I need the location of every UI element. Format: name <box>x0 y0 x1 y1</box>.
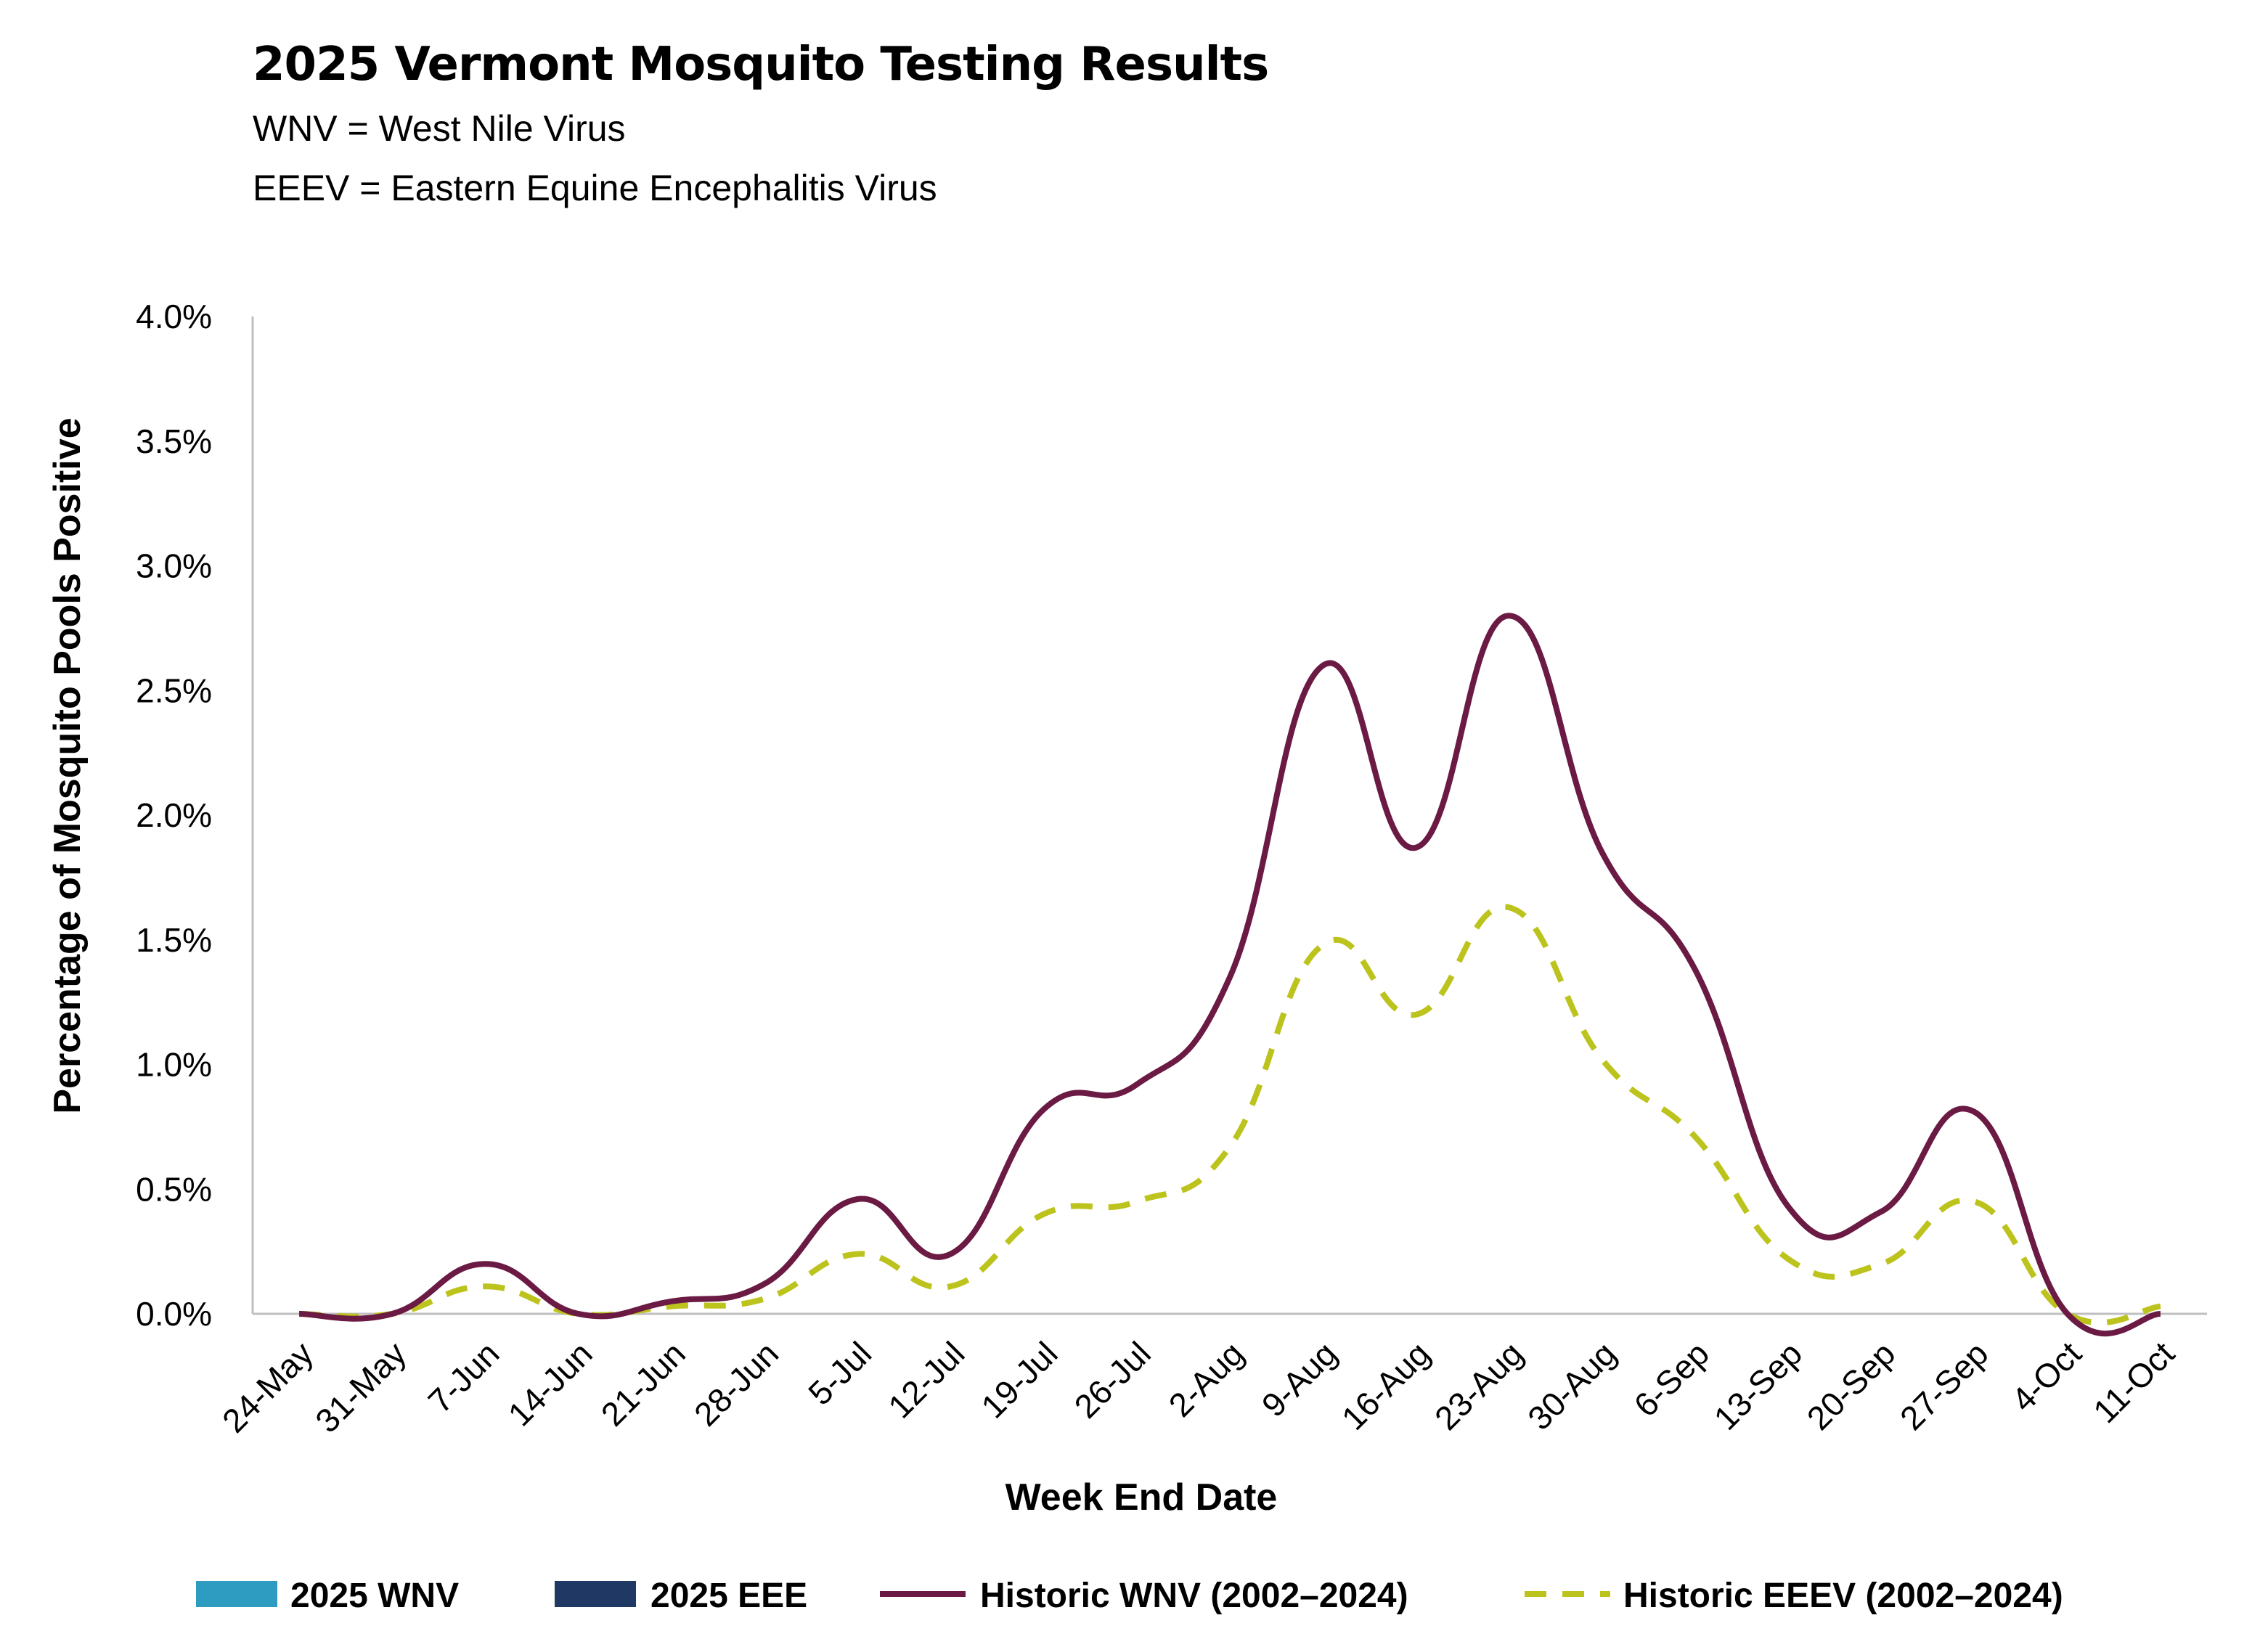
x-tick-label: 24-May <box>215 1334 320 1439</box>
x-tick-label: 16-Aug <box>1334 1334 1437 1437</box>
x-tick-label: 4-Oct <box>2004 1334 2088 1418</box>
x-tick-label: 30-Aug <box>1520 1334 1623 1437</box>
x-tick-label: 6-Sep <box>1626 1334 1716 1424</box>
chart-axes <box>251 316 2207 1315</box>
x-tick-label: 14-Jun <box>501 1334 600 1433</box>
x-tick-label: 7-Jun <box>420 1334 506 1420</box>
y-axis-ticks: 0.0% 0.5% 1.0% 1.5% 2.0% 2.5% 3.0% 3.5% 4.0% <box>136 298 212 1333</box>
legend-item-2025-eee: 2025 EEE <box>555 1577 807 1615</box>
chart-series <box>299 613 2161 1337</box>
legend-label: Historic WNV (2002–2024) <box>980 1577 1408 1615</box>
x-tick-label: 11-Oct <box>2086 1334 2182 1430</box>
y-tick-label: 3.5% <box>136 422 212 460</box>
x-tick-label: 31-May <box>308 1334 413 1439</box>
legend-label: 2025 EEE <box>650 1577 807 1615</box>
y-tick-label: 2.5% <box>136 671 212 709</box>
x-tick-label: 26-Jul <box>1067 1334 1158 1425</box>
x-tick-label: 23-Aug <box>1427 1334 1530 1437</box>
legend-swatch <box>555 1581 636 1607</box>
y-tick-label: 4.0% <box>136 298 212 335</box>
y-tick-label: 1.5% <box>136 921 212 959</box>
chart-subtitle-eeev: EEEV = Eastern Equine Encephalitis Virus <box>253 168 937 208</box>
x-tick-label: 21-Jun <box>594 1334 693 1433</box>
x-tick-label: 19-Jul <box>974 1334 1064 1425</box>
chart-subtitle-wnv: WNV = West Nile Virus <box>253 108 626 149</box>
x-tick-label: 20-Sep <box>1800 1334 1903 1437</box>
historic-wnv-line <box>299 613 2161 1337</box>
legend-item-historic-wnv: Historic WNV (2002–2024) <box>880 1577 1408 1615</box>
x-axis-title: Week End Date <box>1005 1476 1278 1519</box>
x-tick-label: 2-Aug <box>1162 1334 1252 1424</box>
y-tick-label: 1.0% <box>136 1046 212 1084</box>
legend-item-historic-eeev: Historic EEEV (2002–2024) <box>1525 1577 2063 1615</box>
y-tick-label: 0.5% <box>136 1170 212 1208</box>
y-tick-label: 3.0% <box>136 547 212 585</box>
x-tick-label: 28-Jun <box>687 1334 786 1433</box>
y-tick-label: 0.0% <box>136 1295 212 1333</box>
legend-label: 2025 WNV <box>290 1577 459 1615</box>
legend-item-2025-wnv: 2025 WNV <box>196 1577 459 1615</box>
x-tick-label: 9-Aug <box>1255 1334 1345 1424</box>
legend-swatch <box>196 1581 277 1607</box>
x-tick-label: 13-Sep <box>1707 1334 1810 1437</box>
chart-title: 2025 Vermont Mosquito Testing Results <box>253 38 1269 91</box>
historic-eeev-line <box>299 904 2161 1326</box>
legend-label: Historic EEEV (2002–2024) <box>1623 1577 2063 1615</box>
x-tick-label: 12-Jul <box>881 1334 971 1425</box>
chart-legend: 2025 WNV 2025 EEE Historic WNV (2002–2024)… <box>196 1577 2063 1615</box>
y-axis-title: Percentage of Mosquito Pools Positive <box>46 417 89 1113</box>
x-tick-label: 5-Jul <box>801 1334 878 1412</box>
x-tick-label: 27-Sep <box>1893 1334 1996 1437</box>
y-tick-label: 2.0% <box>136 796 212 834</box>
